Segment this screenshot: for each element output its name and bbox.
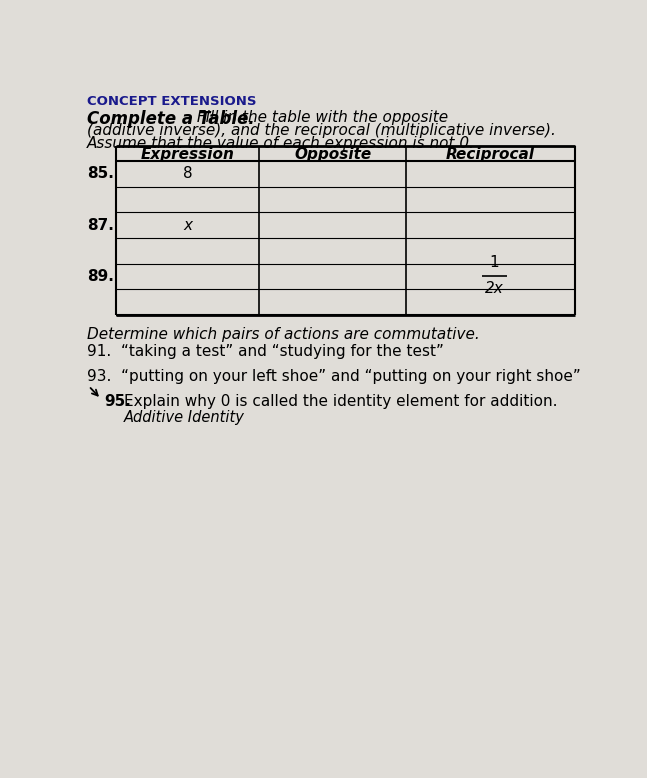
- Text: 87.: 87.: [87, 218, 114, 233]
- Text: Determine which pairs of actions are commutative.: Determine which pairs of actions are com…: [87, 328, 480, 342]
- Text: CONCEPT EXTENSIONS: CONCEPT EXTENSIONS: [87, 95, 257, 108]
- Text: 91.  “taking a test” and “studying for the test”: 91. “taking a test” and “studying for th…: [87, 345, 444, 359]
- Text: 85.: 85.: [87, 166, 114, 181]
- Text: 8: 8: [182, 166, 192, 181]
- Text: Expression: Expression: [140, 147, 234, 163]
- Text: Opposite: Opposite: [294, 147, 371, 163]
- Text: 1: 1: [490, 255, 499, 271]
- Text: Additive Identity: Additive Identity: [124, 410, 245, 425]
- Text: Explain why 0 is called the identity element for addition.: Explain why 0 is called the identity ele…: [124, 394, 557, 409]
- Text: 2x: 2x: [485, 281, 504, 296]
- Text: 93.  “putting on your left shoe” and “putting on your right shoe”: 93. “putting on your left shoe” and “put…: [87, 369, 581, 384]
- Text: x: x: [183, 218, 192, 233]
- Text: Fill in the table with the opposite: Fill in the table with the opposite: [192, 110, 448, 124]
- Text: Reciprocal: Reciprocal: [446, 147, 535, 163]
- Text: Complete a Table.: Complete a Table.: [87, 110, 255, 128]
- Text: Assume that the value of each expression is not 0.: Assume that the value of each expression…: [87, 135, 475, 151]
- Text: 89.: 89.: [87, 269, 114, 284]
- Text: 95.: 95.: [104, 394, 131, 409]
- Text: (additive inverse), and the reciprocal (multiplicative inverse).: (additive inverse), and the reciprocal (…: [87, 123, 556, 138]
